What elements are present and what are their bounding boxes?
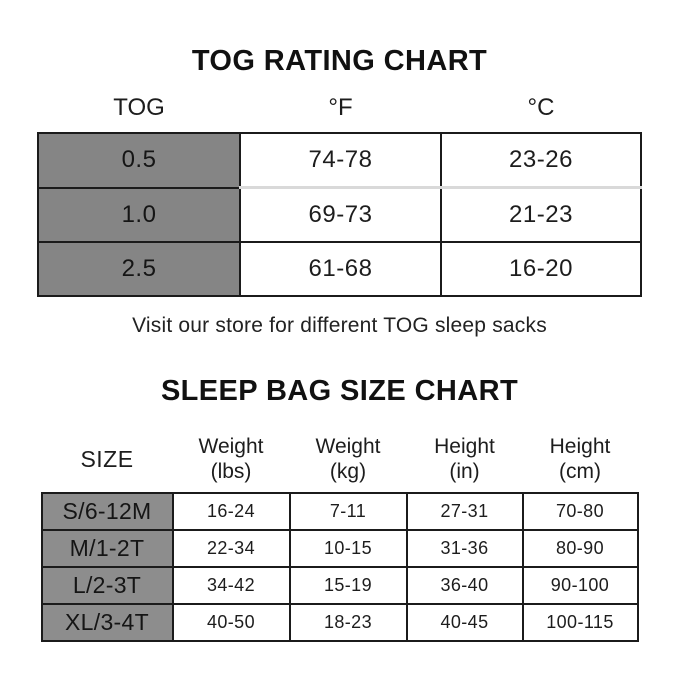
table-row: 1.0 69-73 21-23 bbox=[37, 186, 642, 243]
table-cell: 7-11 bbox=[288, 492, 408, 531]
table-cell: 34-42 bbox=[171, 566, 291, 605]
column-header-line: Weight bbox=[315, 435, 381, 458]
row-header-cell: XL/3-4T bbox=[40, 603, 174, 642]
column-header-celsius: °C bbox=[527, 94, 555, 121]
store-caption: Visit our store for different TOG sleep … bbox=[132, 314, 547, 337]
table-cell: 23-26 bbox=[440, 132, 642, 189]
column-header-unit: (cm) bbox=[559, 460, 601, 483]
table-cell: 69-73 bbox=[239, 186, 442, 243]
table-row: 0.5 74-78 23-26 bbox=[37, 132, 642, 189]
table-cell: 100-115 bbox=[521, 603, 639, 642]
table-cell: 31-36 bbox=[405, 529, 524, 568]
table-cell: 40-45 bbox=[405, 603, 524, 642]
row-header-cell: S/6-12M bbox=[40, 492, 174, 531]
table-cell: 80-90 bbox=[521, 529, 639, 568]
tog-chart-title: TOG RATING CHART bbox=[191, 45, 488, 77]
column-header-fahrenheit: °F bbox=[328, 94, 353, 121]
column-header-unit: (kg) bbox=[329, 460, 367, 483]
column-header-height-cm: Height (cm) bbox=[523, 434, 638, 484]
size-chart-title: SLEEP BAG SIZE CHART bbox=[160, 375, 519, 407]
table-row: M/1-2T 22-34 10-15 31-36 80-90 bbox=[40, 529, 639, 568]
column-header-weight-kg: Weight (kg) bbox=[290, 434, 407, 484]
table-cell: 70-80 bbox=[521, 492, 639, 531]
row-header-cell: 0.5 bbox=[37, 132, 241, 189]
table-row: XL/3-4T 40-50 18-23 40-45 100-115 bbox=[40, 603, 639, 642]
column-header-line: Height bbox=[434, 435, 495, 458]
tog-rating-table: 0.5 74-78 23-26 1.0 69-73 21-23 2.5 61-6… bbox=[37, 132, 642, 297]
size-table-column-headers: SIZE Weight (lbs) Weight (kg) Height (in… bbox=[42, 432, 638, 486]
table-row: 2.5 61-68 16-20 bbox=[37, 241, 642, 297]
column-header-line: Weight bbox=[198, 435, 264, 458]
table-cell: 27-31 bbox=[405, 492, 524, 531]
column-header-height-in: Height (in) bbox=[407, 434, 523, 484]
table-cell: 15-19 bbox=[288, 566, 408, 605]
table-cell: 10-15 bbox=[288, 529, 408, 568]
column-header-weight-lbs: Weight (lbs) bbox=[173, 434, 290, 484]
row-header-cell: M/1-2T bbox=[40, 529, 174, 568]
row-header-cell: L/2-3T bbox=[40, 566, 174, 605]
tog-table-column-headers: TOG °F °C bbox=[38, 94, 641, 122]
column-header-line: Height bbox=[549, 435, 611, 458]
table-cell: 21-23 bbox=[440, 186, 642, 243]
table-row: S/6-12M 16-24 7-11 27-31 70-80 bbox=[40, 492, 639, 531]
table-cell: 22-34 bbox=[171, 529, 291, 568]
column-header-tog: TOG bbox=[113, 94, 165, 121]
table-cell: 16-20 bbox=[440, 241, 642, 297]
table-cell: 90-100 bbox=[521, 566, 639, 605]
table-cell: 16-24 bbox=[171, 492, 291, 531]
column-header-unit: (lbs) bbox=[210, 460, 252, 483]
table-row: L/2-3T 34-42 15-19 36-40 90-100 bbox=[40, 566, 639, 605]
column-header-unit: (in) bbox=[449, 460, 480, 483]
row-header-cell: 1.0 bbox=[37, 186, 241, 243]
table-cell: 61-68 bbox=[239, 241, 442, 297]
table-cell: 74-78 bbox=[239, 132, 442, 189]
column-header-size: SIZE bbox=[80, 445, 134, 472]
table-cell: 40-50 bbox=[171, 603, 291, 642]
sleep-bag-size-table: S/6-12M 16-24 7-11 27-31 70-80 M/1-2T 22… bbox=[40, 492, 639, 642]
row-header-cell: 2.5 bbox=[37, 241, 241, 297]
table-cell: 18-23 bbox=[288, 603, 408, 642]
table-cell: 36-40 bbox=[405, 566, 524, 605]
